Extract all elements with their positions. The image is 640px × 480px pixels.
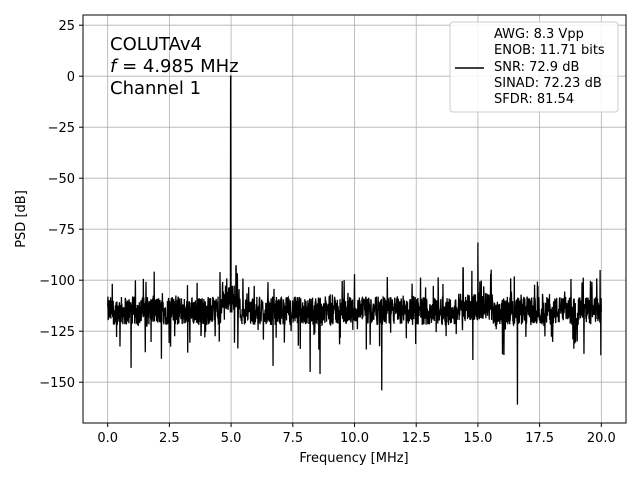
legend-line-4: SINAD: 72.23 dB <box>494 76 602 91</box>
y-axis: 25 0 −25 −50 −75 −100 −125 −150 <box>39 19 83 391</box>
x-tick-label: 20.0 <box>587 431 616 446</box>
x-tick-label: 7.5 <box>282 431 303 446</box>
legend: AWG: 8.3 Vpp ENOB: 11.71 bits SNR: 72.9 … <box>449 21 619 113</box>
annotation-frequency: f = 4.985 MHz <box>110 56 239 77</box>
x-tick-label: 2.5 <box>159 431 180 446</box>
y-tick-label: 0 <box>67 70 75 85</box>
y-tick-label: −75 <box>48 223 75 238</box>
legend-line-5: SFDR: 81.54 <box>494 92 574 107</box>
y-tick-label: −125 <box>39 325 75 340</box>
legend-line-3: SNR: 72.9 dB <box>494 60 579 75</box>
annotation-frequency-value: = 4.985 MHz <box>116 56 238 77</box>
y-tick-label: −150 <box>39 376 75 391</box>
x-tick-label: 0.0 <box>97 431 118 446</box>
x-tick-label: 17.5 <box>525 431 554 446</box>
legend-box <box>449 21 619 113</box>
psd-series-line <box>107 75 602 405</box>
x-tick-label: 10.0 <box>340 431 369 446</box>
legend-line-2: ENOB: 11.71 bits <box>494 43 605 58</box>
annotation-channel: Channel 1 <box>110 78 201 99</box>
y-tick-label: −50 <box>48 172 75 187</box>
plot-area <box>107 75 602 405</box>
annotation-frequency-var: f <box>110 56 119 77</box>
y-tick-label: −25 <box>48 121 75 136</box>
annotation-block: COLUTAv4 f = 4.985 MHz Channel 1 <box>110 34 239 99</box>
y-tick-label: 25 <box>58 19 75 34</box>
x-axis-label: Frequency [MHz] <box>299 451 408 466</box>
legend-line-1: AWG: 8.3 Vpp <box>494 27 584 42</box>
y-tick-label: −100 <box>39 274 75 289</box>
x-tick-label: 15.0 <box>463 431 492 446</box>
annotation-device: COLUTAv4 <box>110 34 202 55</box>
x-tick-label: 12.5 <box>402 431 431 446</box>
x-axis: 0.0 2.5 5.0 7.5 10.0 12.5 15.0 17.5 20.0 <box>97 423 616 446</box>
x-tick-label: 5.0 <box>221 431 242 446</box>
y-axis-label: PSD [dB] <box>14 190 29 248</box>
